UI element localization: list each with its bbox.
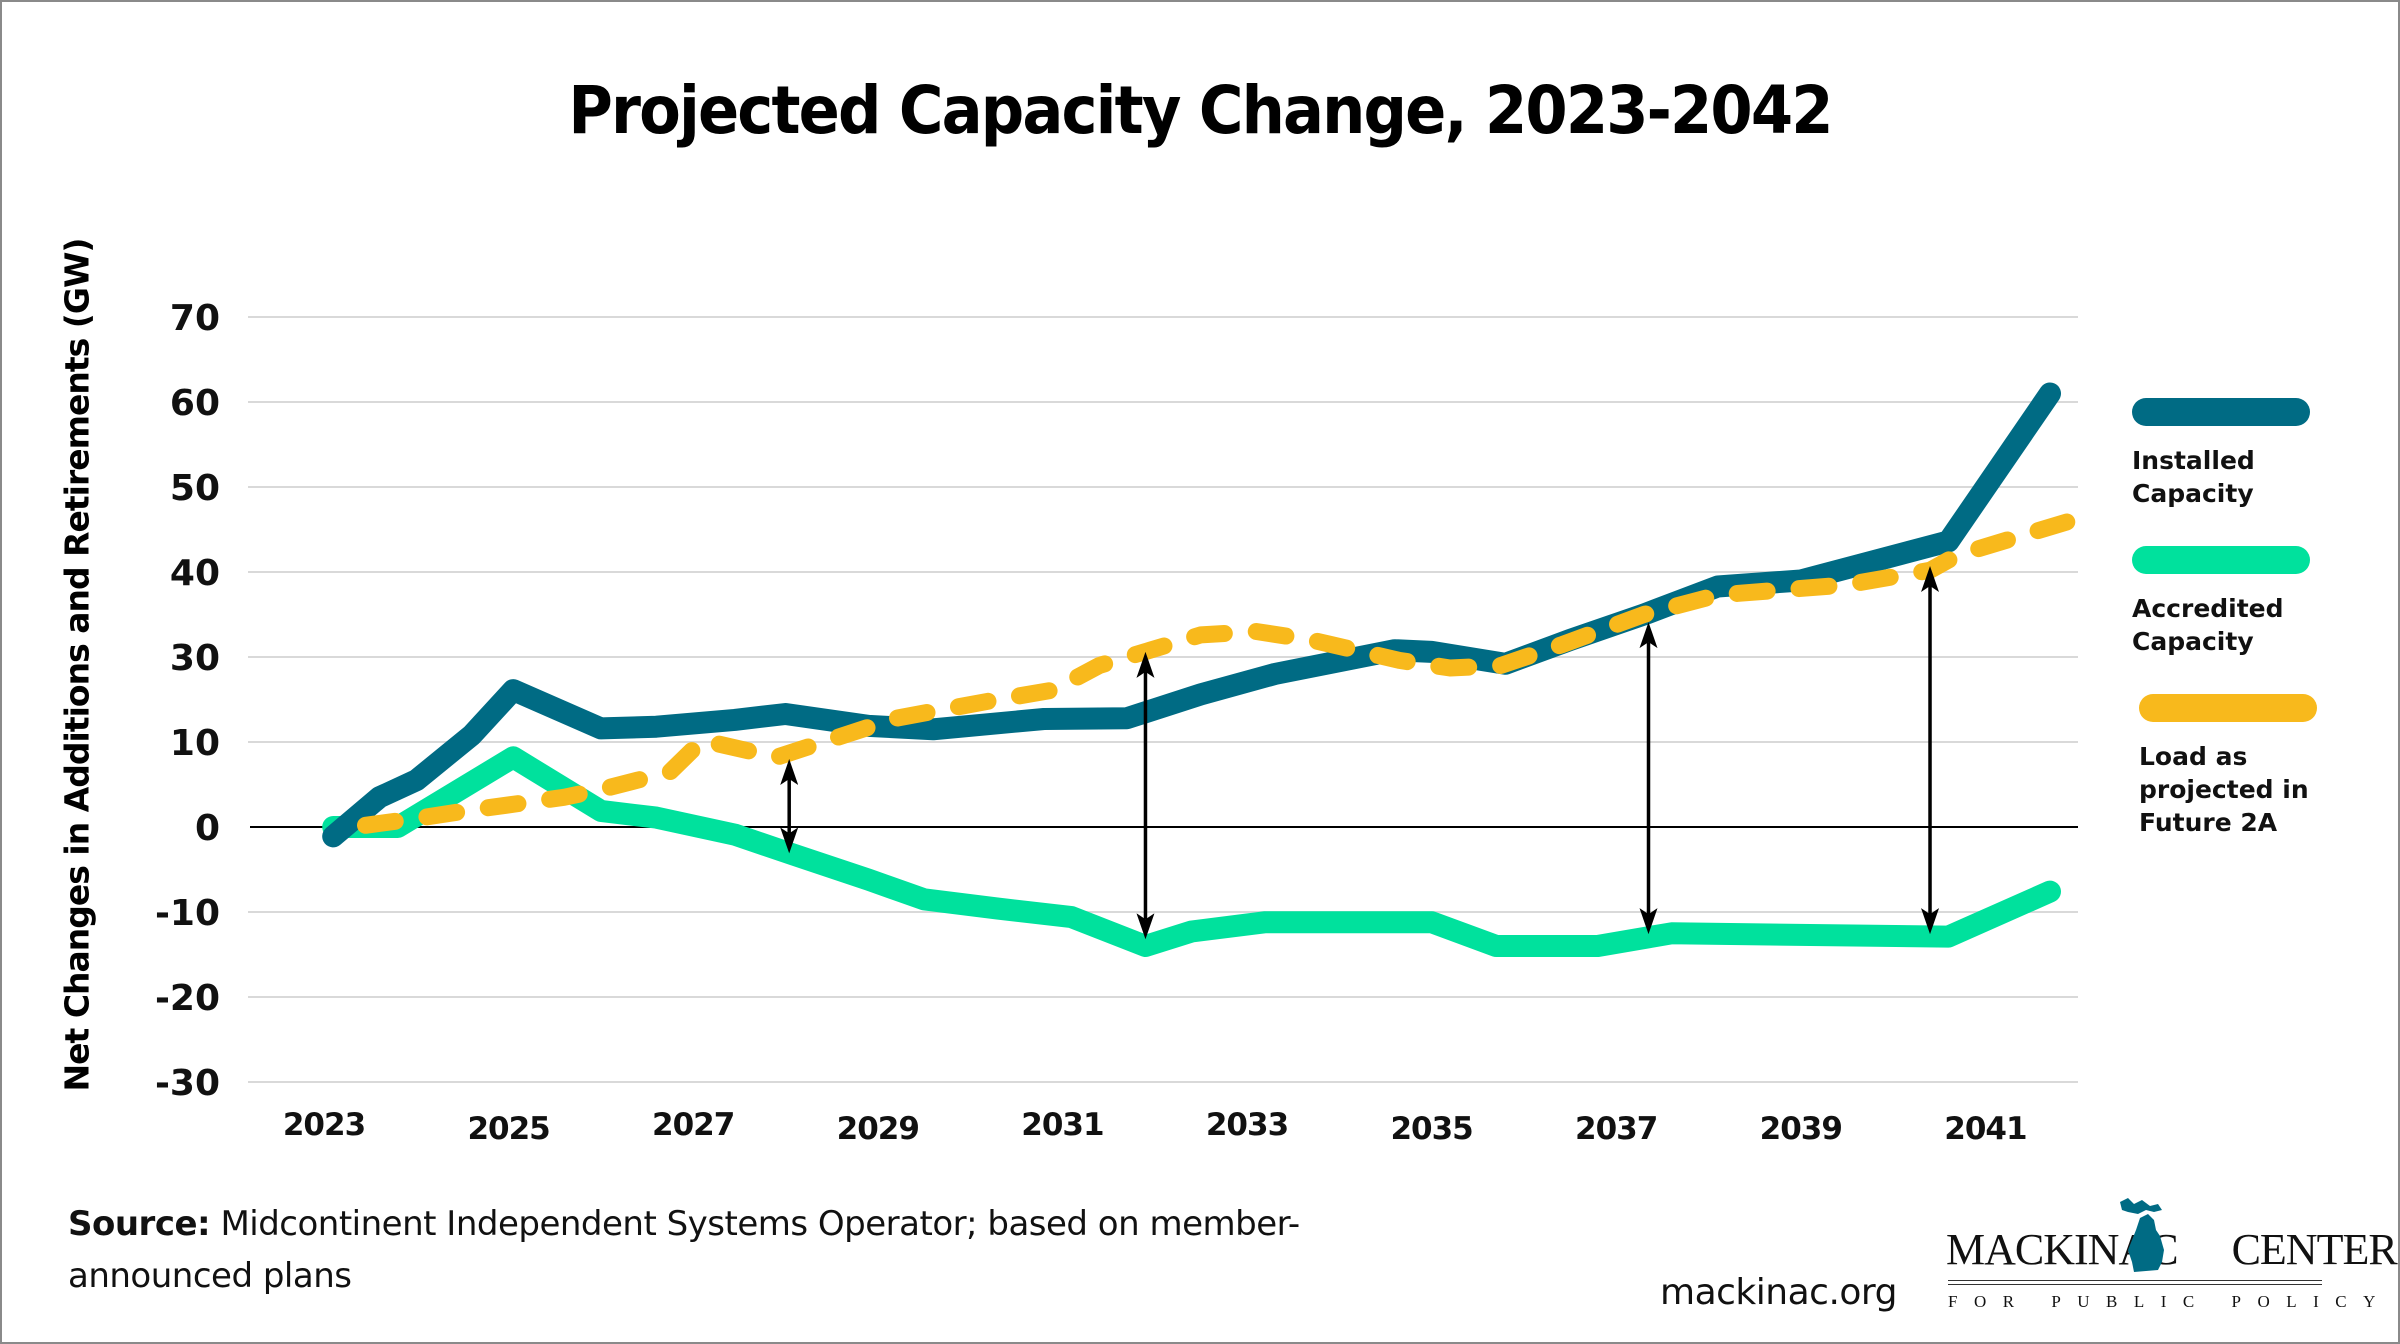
y-tick-label: 40 [170,553,220,594]
x-tick-label: 2027 [652,1107,734,1143]
series-line-load [357,507,2096,834]
x-tick-label: 2023 [283,1107,365,1143]
logo-tagline: FOR PUBLIC POLICY [1948,1292,2392,1311]
x-axis-ticks: 2023 2025 2027 2029 2031 2033 2035 2037 2039 2041 [283,1107,2028,1147]
x-tick-label: 2039 [1760,1111,1842,1147]
y-tick-label: 30 [170,638,220,679]
source-text: Midcontinent Independent Systems Operato… [68,1204,1300,1296]
y-axis-ticks: 70 60 50 40 30 10 0 -10 -20 -30 [155,298,220,1104]
y-tick-label: -30 [155,1063,220,1104]
y-tick-label: -20 [155,978,220,1019]
x-tick-label: 2041 [1944,1111,2026,1147]
x-tick-label: 2035 [1390,1111,1472,1147]
legend-swatch-installed [2132,398,2310,426]
legend-swatch-load [2139,694,2317,722]
michigan-map-icon [2120,1198,2164,1272]
source-label: Source: [68,1204,211,1244]
mackinac-center-logo[interactable]: MACKINAC CENTER FOR PUBLIC POLICY [1946,1196,2398,1311]
x-tick-label: 2037 [1575,1111,1657,1147]
chart-title: Projected Capacity Change, 2023-2042 [568,72,1833,149]
y-tick-label: -10 [155,893,220,934]
source-note: Source: Midcontinent Independent Systems… [68,1198,1368,1302]
legend-label-installed: Installed Capacity [2132,446,2255,508]
x-tick-label: 2031 [1021,1107,1103,1143]
x-tick-label: 2025 [467,1111,549,1147]
legend-label-load: Load as projected in Future 2A [2139,742,2309,837]
legend: Installed Capacity Accredited Capacity L… [2132,398,2372,875]
y-tick-label: 50 [170,468,220,509]
gridlines [248,316,2078,1083]
logo-rule [1948,1280,2322,1285]
website-link[interactable]: mackinac.org [1660,1272,1897,1313]
legend-item-accredited: Accredited Capacity [2132,546,2372,658]
x-tick-label: 2033 [1206,1107,1288,1143]
y-tick-label: 0 [195,808,220,849]
y-tick-label: 70 [170,298,220,339]
legend-item-load: Load as projected in Future 2A [2139,694,2372,839]
legend-label-accredited: Accredited Capacity [2132,594,2284,656]
series-lines [322,382,2096,957]
logo-name-right: CENTER [2231,1225,2398,1274]
y-tick-label: 60 [170,383,220,424]
series-line-installed [322,382,2061,848]
series-line-accredited [322,746,2061,957]
legend-swatch-accredited [2132,546,2310,574]
y-tick-label: 10 [170,723,220,764]
gap-arrows [780,566,1940,940]
x-tick-label: 2029 [837,1111,919,1147]
legend-item-installed: Installed Capacity [2132,398,2372,510]
